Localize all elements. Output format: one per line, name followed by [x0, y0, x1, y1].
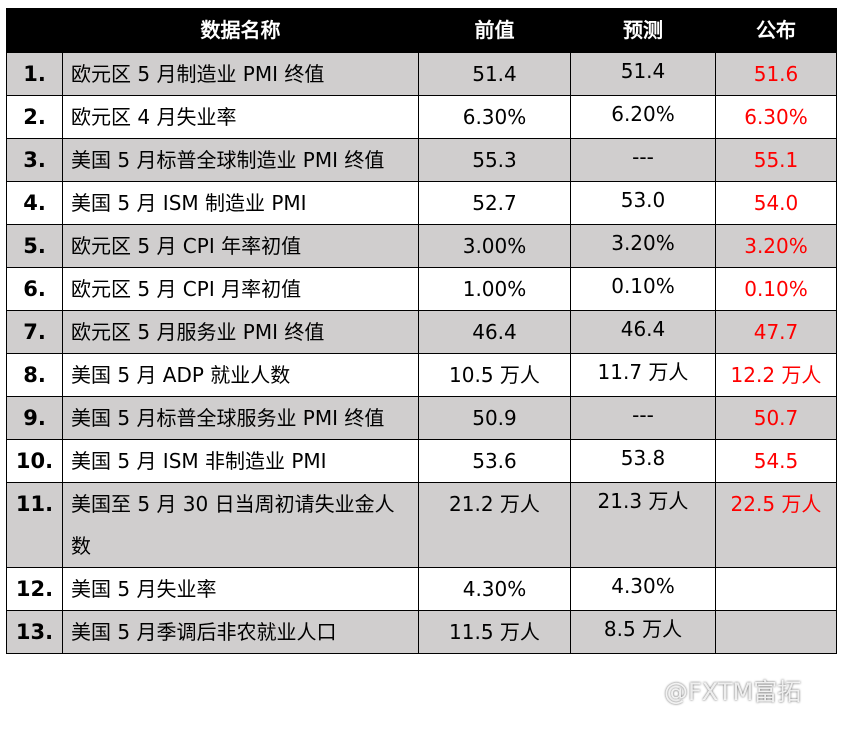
- row-number: 12.: [6, 567, 63, 611]
- table-row: 7. 欧元区 5 月服务业 PMI 终值 46.4 46.4 47.7: [6, 310, 837, 354]
- row-number: 7.: [6, 310, 63, 354]
- actual-value: 3.20%: [715, 224, 837, 268]
- previous-value: 53.6: [418, 439, 571, 483]
- forecast-value: 21.3 万人: [570, 482, 716, 568]
- row-number: 8.: [6, 353, 63, 397]
- actual-value: 22.5 万人: [715, 482, 837, 568]
- table-row: 6. 欧元区 5 月 CPI 月率初值 1.00% 0.10% 0.10%: [6, 267, 837, 311]
- previous-value: 55.3: [418, 138, 571, 182]
- forecast-value: 0.10%: [570, 267, 716, 311]
- actual-value: 51.6: [715, 52, 837, 96]
- row-number: 6.: [6, 267, 63, 311]
- previous-value: 46.4: [418, 310, 571, 354]
- header-cell: 预测: [570, 8, 716, 53]
- indicator-name: 美国 5 月 ADP 就业人数: [62, 353, 419, 397]
- indicator-name: 美国 5 月 ISM 制造业 PMI: [62, 181, 419, 225]
- row-number: 2.: [6, 95, 63, 139]
- forecast-value: 53.8: [570, 439, 716, 483]
- header-cell: 前值: [418, 8, 571, 53]
- previous-value: 21.2 万人: [418, 482, 571, 568]
- indicator-name: 欧元区 5 月 CPI 年率初值: [62, 224, 419, 268]
- actual-value: 0.10%: [715, 267, 837, 311]
- indicator-name: 美国 5 月标普全球制造业 PMI 终值: [62, 138, 419, 182]
- indicator-name: 欧元区 5 月制造业 PMI 终值: [62, 52, 419, 96]
- table-row: 1. 欧元区 5 月制造业 PMI 终值 51.4 51.4 51.6: [6, 52, 837, 96]
- indicator-name: 美国 5 月标普全球服务业 PMI 终值: [62, 396, 419, 440]
- header-row: 数据名称 前值 预测 公布: [6, 8, 837, 53]
- indicator-name: 美国至 5 月 30 日当周初请失业金人数: [62, 482, 419, 568]
- table-row: 3. 美国 5 月标普全球制造业 PMI 终值 55.3 --- 55.1: [6, 138, 837, 182]
- table-row: 4. 美国 5 月 ISM 制造业 PMI 52.7 53.0 54.0: [6, 181, 837, 225]
- actual-value: 50.7: [715, 396, 837, 440]
- indicator-name: 欧元区 5 月 CPI 月率初值: [62, 267, 419, 311]
- table-row: 2. 欧元区 4 月失业率 6.30% 6.20% 6.30%: [6, 95, 837, 139]
- header-cell: [6, 8, 63, 53]
- actual-value: 6.30%: [715, 95, 837, 139]
- forecast-value: 53.0: [570, 181, 716, 225]
- previous-value: 50.9: [418, 396, 571, 440]
- previous-value: 1.00%: [418, 267, 571, 311]
- previous-value: 52.7: [418, 181, 571, 225]
- actual-value: 55.1: [715, 138, 837, 182]
- forecast-value: 8.5 万人: [570, 610, 716, 654]
- table-row: 13. 美国 5 月季调后非农就业人口 11.5 万人 8.5 万人: [6, 610, 837, 654]
- row-number: 5.: [6, 224, 63, 268]
- row-number: 10.: [6, 439, 63, 483]
- previous-value: 51.4: [418, 52, 571, 96]
- actual-value: [715, 610, 837, 654]
- table-body: 1. 欧元区 5 月制造业 PMI 终值 51.4 51.4 51.6 2. 欧元区 4 月…: [6, 52, 837, 654]
- indicator-name: 欧元区 4 月失业率: [62, 95, 419, 139]
- row-number: 3.: [6, 138, 63, 182]
- forecast-value: 46.4: [570, 310, 716, 354]
- table-row: 5. 欧元区 5 月 CPI 年率初值 3.00% 3.20% 3.20%: [6, 224, 837, 268]
- actual-value: 47.7: [715, 310, 837, 354]
- actual-value: [715, 567, 837, 611]
- actual-value: 12.2 万人: [715, 353, 837, 397]
- indicator-name: 美国 5 月 ISM 非制造业 PMI: [62, 439, 419, 483]
- previous-value: 6.30%: [418, 95, 571, 139]
- indicator-name: 美国 5 月失业率: [62, 567, 419, 611]
- previous-value: 3.00%: [418, 224, 571, 268]
- watermark: @FXTM富拓: [664, 678, 802, 706]
- forecast-value: ---: [570, 396, 716, 440]
- indicator-name: 美国 5 月季调后非农就业人口: [62, 610, 419, 654]
- forecast-value: ---: [570, 138, 716, 182]
- row-number: 4.: [6, 181, 63, 225]
- header-cell: 公布: [715, 8, 837, 53]
- forecast-value: 6.20%: [570, 95, 716, 139]
- indicator-name: 欧元区 5 月服务业 PMI 终值: [62, 310, 419, 354]
- table-row: 11. 美国至 5 月 30 日当周初请失业金人数 21.2 万人 21.3 万人 22…: [6, 482, 837, 568]
- previous-value: 11.5 万人: [418, 610, 571, 654]
- table-row: 12. 美国 5 月失业率 4.30% 4.30%: [6, 567, 837, 611]
- table-row: 9. 美国 5 月标普全球服务业 PMI 终值 50.9 --- 50.7: [6, 396, 837, 440]
- forecast-value: 3.20%: [570, 224, 716, 268]
- row-number: 1.: [6, 52, 63, 96]
- header-cell: 数据名称: [62, 8, 419, 53]
- row-number: 11.: [6, 482, 63, 568]
- forecast-value: 51.4: [570, 52, 716, 96]
- previous-value: 10.5 万人: [418, 353, 571, 397]
- data-table: 数据名称 前值 预测 公布 1. 欧元区 5 月制造业 PMI 终值 51.4 51.…: [6, 8, 837, 654]
- forecast-value: 11.7 万人: [570, 353, 716, 397]
- table-row: 8. 美国 5 月 ADP 就业人数 10.5 万人 11.7 万人 12.2 万人: [6, 353, 837, 397]
- row-number: 13.: [6, 610, 63, 654]
- table-row: 10. 美国 5 月 ISM 非制造业 PMI 53.6 53.8 54.5: [6, 439, 837, 483]
- actual-value: 54.5: [715, 439, 837, 483]
- row-number: 9.: [6, 396, 63, 440]
- forecast-value: 4.30%: [570, 567, 716, 611]
- previous-value: 4.30%: [418, 567, 571, 611]
- actual-value: 54.0: [715, 181, 837, 225]
